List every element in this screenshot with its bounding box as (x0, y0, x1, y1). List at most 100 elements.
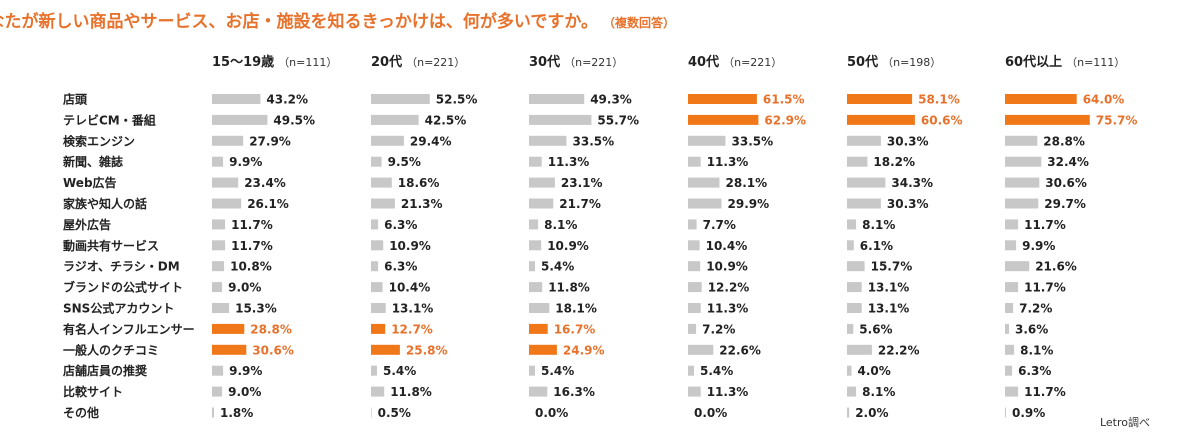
bar (371, 323, 386, 334)
bar (371, 219, 379, 230)
bar (847, 219, 857, 230)
data-label: 52.5% (436, 93, 478, 107)
bar (212, 219, 226, 230)
data-label: 28.1% (726, 176, 768, 190)
data-label: 15.7% (871, 260, 913, 274)
category-label: 動画共有サービス (63, 238, 159, 253)
bar (212, 156, 224, 167)
series-sample-size: （n=221） (564, 56, 623, 69)
source-note: Letro調べ (1100, 415, 1150, 429)
bar (688, 94, 757, 104)
data-label: 49.3% (590, 93, 632, 107)
data-label: 16.3% (553, 385, 595, 399)
data-label: 6.3% (384, 260, 417, 274)
data-label: 7.2% (1019, 302, 1052, 316)
data-label: 28.8% (250, 322, 292, 336)
data-label: 8.1% (1020, 343, 1053, 357)
series-group: 60代以上 （n=111） 64.0% 75.7% 28.8% 32.4% 30.6% 29.… (1005, 54, 1137, 420)
bar (1005, 156, 1042, 167)
bar (1005, 282, 1019, 293)
data-label: 30.3% (887, 134, 929, 148)
category-label: 一般人のクチコミ (63, 342, 159, 357)
data-label: 30.6% (1045, 176, 1087, 190)
category-label: Web広告 (63, 175, 117, 190)
data-label: 22.2% (878, 343, 920, 357)
series-group: 50代 （n=198） 58.1% 60.6% 30.3% 18.2% 34.3% 30.3%… (847, 54, 963, 420)
data-label: 11.3% (548, 155, 590, 169)
data-label: 8.1% (862, 218, 895, 232)
data-label: 42.5% (425, 113, 467, 127)
bar (212, 386, 223, 397)
series-name: 30代 (529, 54, 560, 70)
bar (529, 261, 535, 272)
data-label: 61.5% (763, 93, 805, 107)
data-label: 8.1% (544, 218, 577, 232)
data-label: 75.7% (1096, 113, 1138, 127)
series-group: 15〜19歳 （n=111） 43.2% 49.5% 27.9% 9.9% 23.4% 26.… (212, 54, 337, 420)
bar (371, 135, 404, 146)
category-label: SNS公式アカウント (63, 301, 174, 316)
chart-title-note: （複数回答） (603, 15, 675, 30)
bar (529, 219, 539, 230)
data-label: 22.6% (719, 343, 761, 357)
data-label: 18.1% (555, 302, 597, 316)
bar (529, 156, 542, 167)
data-label: 15.3% (235, 302, 277, 316)
data-label: 21.6% (1035, 260, 1077, 274)
data-label: 62.9% (764, 113, 806, 127)
category-label: 比較サイト (63, 384, 123, 399)
bar (529, 135, 567, 146)
data-label: 9.9% (229, 364, 262, 378)
bar (847, 261, 865, 272)
data-label: 10.9% (389, 239, 431, 253)
bar (212, 114, 268, 125)
bar (529, 365, 535, 376)
bar (371, 303, 386, 313)
data-label: 30.6% (252, 343, 294, 357)
data-label: 0.0% (694, 406, 727, 420)
bar (847, 240, 854, 251)
series-group: 40代 （n=221） 61.5% 62.9% 33.5% 11.3% 28.1% 29.9%… (688, 54, 806, 420)
series-name: 40代 (688, 54, 719, 70)
data-label: 5.6% (859, 322, 892, 336)
series-sample-size: （n=111） (278, 56, 337, 69)
data-label: 5.4% (700, 364, 733, 378)
bar (688, 323, 697, 334)
data-label: 13.1% (392, 302, 434, 316)
category-label: その他 (63, 405, 99, 420)
bar (688, 135, 726, 146)
data-label: 0.9% (1012, 406, 1045, 420)
data-label: 0.0% (535, 406, 568, 420)
bar (212, 240, 226, 251)
data-label: 11.3% (707, 155, 749, 169)
data-label: 11.3% (707, 302, 749, 316)
bar (371, 198, 395, 209)
bar (371, 94, 430, 104)
bar (1005, 240, 1017, 251)
data-label: 2.0% (855, 406, 888, 420)
bar (688, 261, 701, 272)
bar (688, 303, 701, 313)
bar (688, 344, 714, 355)
bar (847, 344, 872, 355)
category-label: 検索エンジン (63, 133, 135, 148)
bar (688, 240, 700, 251)
bar (529, 177, 555, 188)
data-label: 30.3% (887, 197, 929, 211)
series-name: 15〜19歳 (212, 54, 274, 70)
data-label: 5.4% (383, 364, 416, 378)
data-label: 11.7% (1024, 385, 1066, 399)
bar (1005, 344, 1015, 355)
bar (212, 261, 225, 272)
bar (847, 303, 862, 313)
bar (688, 198, 722, 209)
bar (847, 135, 881, 146)
data-label: 11.8% (390, 385, 432, 399)
data-label: 4.0% (858, 364, 891, 378)
bar (529, 303, 550, 313)
data-label: 5.4% (541, 260, 574, 274)
bar (847, 114, 915, 125)
data-label: 11.7% (231, 218, 273, 232)
bar (1005, 261, 1030, 272)
